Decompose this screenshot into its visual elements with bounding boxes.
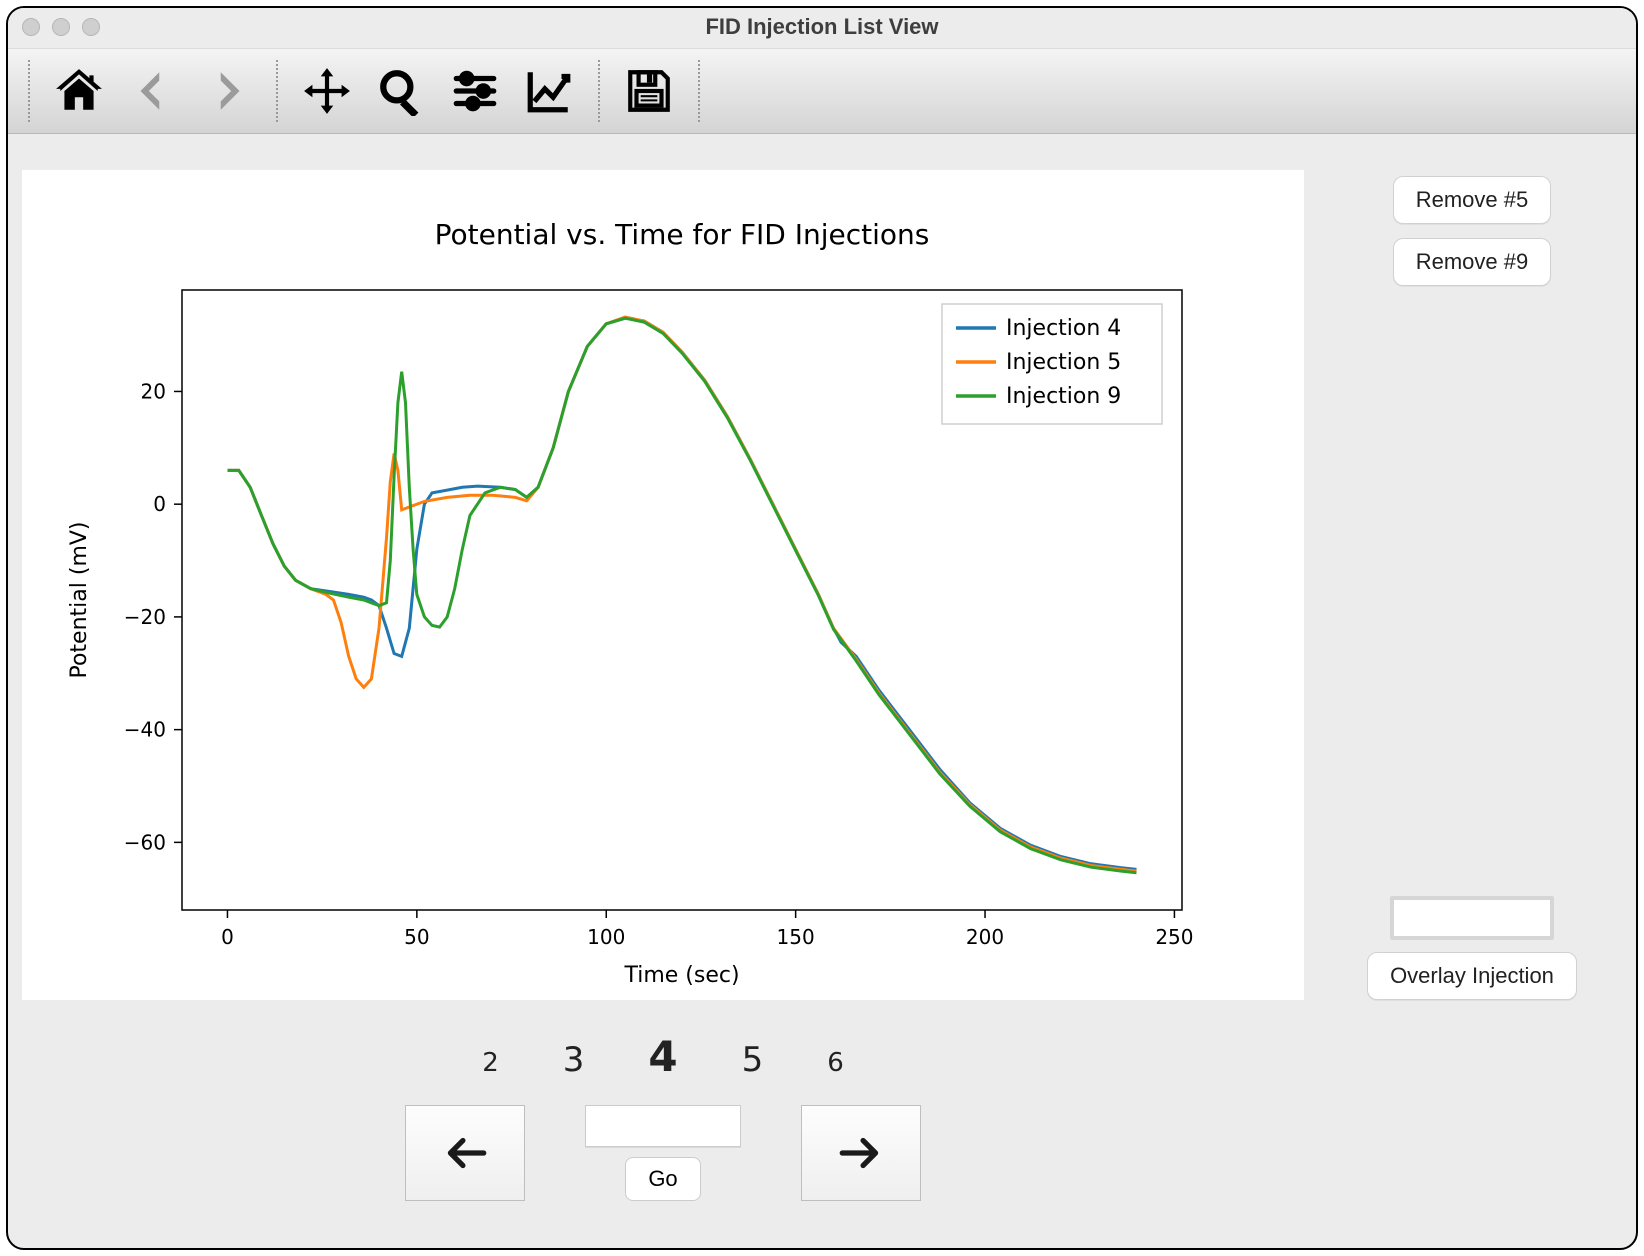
svg-text:150: 150 (777, 925, 815, 949)
svg-text:−20: −20 (124, 605, 166, 629)
close-window-button[interactable] (22, 18, 40, 36)
home-icon (54, 66, 104, 116)
back-icon (128, 66, 178, 116)
pan-button[interactable] (290, 54, 364, 128)
zoom-icon (376, 66, 426, 116)
side-panel: Remove #5 Remove #9 Overlay Injection (1332, 176, 1612, 1006)
toolbar-separator (698, 60, 700, 122)
svg-text:Time (sec): Time (sec) (623, 963, 739, 988)
svg-text:50: 50 (404, 925, 429, 949)
svg-text:0: 0 (221, 925, 234, 949)
arrow-left-icon (440, 1128, 490, 1178)
pager: 2 3 4 5 6 Go (22, 1020, 1304, 1201)
move-icon (302, 66, 352, 116)
toolbar-separator (598, 60, 600, 122)
pager-controls: Go (22, 1105, 1304, 1201)
pager-number[interactable]: 6 (827, 1048, 844, 1078)
remove-overlay-5-button[interactable]: Remove #5 (1393, 176, 1552, 224)
sliders-icon (450, 66, 500, 116)
svg-text:20: 20 (141, 379, 166, 403)
arrow-right-icon (836, 1128, 886, 1178)
save-icon (624, 66, 674, 116)
pager-number[interactable]: 3 (563, 1040, 585, 1080)
svg-text:200: 200 (966, 925, 1004, 949)
svg-text:Injection 9: Injection 9 (1006, 384, 1121, 409)
home-button[interactable] (42, 54, 116, 128)
overlay-controls: Overlay Injection (1367, 896, 1577, 1006)
configure-subplots-button[interactable] (438, 54, 512, 128)
minimize-window-button[interactable] (52, 18, 70, 36)
svg-text:−40: −40 (124, 718, 166, 742)
svg-text:Injection 4: Injection 4 (1006, 316, 1121, 341)
pager-go-button[interactable]: Go (625, 1157, 700, 1201)
svg-text:Potential vs. Time for FID Inj: Potential vs. Time for FID Injections (435, 218, 930, 251)
svg-text:Injection 5: Injection 5 (1006, 350, 1121, 375)
zoom-window-button[interactable] (82, 18, 100, 36)
edit-axes-button[interactable] (512, 54, 586, 128)
svg-text:−60: −60 (124, 830, 166, 854)
pager-number[interactable]: 5 (742, 1040, 764, 1080)
svg-text:Potential (mV): Potential (mV) (67, 521, 92, 678)
chart-panel: Potential vs. Time for FID Injections 0 50… (22, 170, 1304, 1000)
pager-number[interactable]: 4 (648, 1032, 677, 1081)
chart-line-icon (524, 66, 574, 116)
toolbar-separator (28, 60, 30, 122)
svg-text:250: 250 (1155, 925, 1193, 949)
overlay-injection-button[interactable]: Overlay Injection (1367, 952, 1577, 1000)
zoom-button[interactable] (364, 54, 438, 128)
forward-icon (202, 66, 252, 116)
save-figure-button[interactable] (612, 54, 686, 128)
window-controls (22, 18, 100, 36)
remove-overlay-9-button[interactable]: Remove #9 (1393, 238, 1552, 286)
chart-canvas[interactable]: Potential vs. Time for FID Injections 0 50… (22, 170, 1304, 1000)
toolbar-separator (276, 60, 278, 122)
forward-button[interactable] (190, 54, 264, 128)
pager-go-group: Go (585, 1105, 741, 1201)
pager-next-button[interactable] (801, 1105, 921, 1201)
titlebar: FID Injection List View (8, 8, 1636, 48)
content-area: Potential vs. Time for FID Injections050… (8, 134, 1636, 1248)
svg-text:100: 100 (587, 925, 625, 949)
pager-go-input[interactable] (585, 1105, 741, 1147)
window-title: FID Injection List View (8, 8, 1636, 40)
pager-prev-button[interactable] (405, 1105, 525, 1201)
pager-numbers: 2 3 4 5 6 (22, 1020, 1304, 1105)
back-button[interactable] (116, 54, 190, 128)
svg-text:0: 0 (153, 492, 166, 516)
toolbar (8, 48, 1636, 134)
overlay-injection-input[interactable] (1390, 896, 1554, 940)
app-window: FID Injection List View (6, 6, 1638, 1250)
pager-number[interactable]: 2 (482, 1048, 499, 1078)
